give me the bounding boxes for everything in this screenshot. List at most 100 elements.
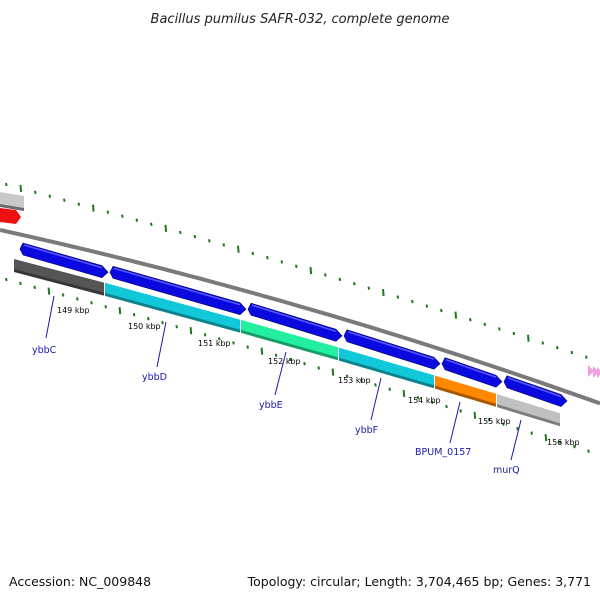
tick-mark <box>179 230 182 235</box>
tick-mark <box>345 374 349 379</box>
tick-mark <box>541 341 545 345</box>
tick-mark <box>459 409 462 413</box>
tick-mark <box>260 347 264 355</box>
forward-gene-arrow <box>109 265 247 316</box>
tick-mark <box>47 287 51 295</box>
tick-mark <box>77 202 81 206</box>
gene-highlight <box>23 244 103 269</box>
gene-highlight <box>347 331 435 360</box>
map-title: Bacillus pumilus SAFR-032, complete geno… <box>151 12 450 27</box>
gene-leader-line <box>274 351 287 396</box>
tick-mark <box>516 426 519 431</box>
cog-color-track <box>14 259 560 427</box>
gene-leader-line <box>510 419 522 461</box>
tick-mark <box>251 251 255 256</box>
genome-summary-text: Topology: circular; Length: 3,704,465 bp… <box>247 574 591 589</box>
cog-bar-shadow <box>105 292 240 333</box>
cog-bar-shadow <box>241 329 338 361</box>
tick-mark <box>280 260 284 264</box>
gene-leader-line <box>449 401 461 444</box>
tick-mark <box>487 418 491 422</box>
tick-mark <box>237 245 240 253</box>
cog-bar-bpum_0157 <box>435 375 496 407</box>
tick-mark <box>530 431 533 435</box>
cog-bar-shadow <box>435 385 496 407</box>
tick-mark <box>374 383 377 387</box>
gene-label-murq[interactable]: murQ <box>493 465 520 476</box>
forward-gene-arrow <box>343 329 441 370</box>
tick-mark <box>469 318 472 322</box>
tick-mark <box>147 316 150 321</box>
tick-mark <box>189 327 193 335</box>
kbp-label: 154 kbp <box>408 396 441 405</box>
pink-arrow-icon <box>588 365 594 377</box>
gene-leader-line <box>45 295 55 339</box>
tick-mark <box>473 411 477 419</box>
pink-arrow-features <box>588 365 600 378</box>
cog-bar-shadow <box>14 269 104 296</box>
pink-arrow-icon <box>597 367 600 378</box>
accession-text: Accession: NC_009848 <box>9 574 151 589</box>
kbp-label: 150 kbp <box>128 322 161 331</box>
tick-mark <box>454 311 458 319</box>
kbp-label: 155 kbp <box>478 417 511 426</box>
gene-leader-line <box>370 377 382 421</box>
tick-mark <box>445 404 448 409</box>
gray-partial-gene <box>0 192 24 208</box>
gene-highlight <box>251 304 337 333</box>
scale-ticks <box>5 182 590 453</box>
tick-mark <box>388 387 391 391</box>
gene-highlight <box>113 267 241 306</box>
tick-mark <box>218 337 221 341</box>
tick-mark <box>411 299 414 304</box>
gene-highlight <box>507 377 562 398</box>
tick-mark <box>203 333 207 337</box>
tick-mark <box>132 312 136 317</box>
tick-mark <box>416 396 420 400</box>
cog-bar-ybbc <box>14 259 104 296</box>
tick-mark <box>498 327 501 331</box>
kbp-label: 149 kbp <box>57 306 90 315</box>
gene-labels: ybbC ybbD ybbE ybbF BPUM_0157 murQ <box>32 345 520 476</box>
kbp-scale-labels: 149 kbp 150 kbp 151 kbp 152 kbp 153 kbp 154 k… <box>57 306 580 447</box>
tick-mark <box>295 264 298 268</box>
tick-mark <box>164 224 168 232</box>
tick-mark <box>570 350 574 355</box>
gene-label-ybbd[interactable]: ybbD <box>142 372 167 383</box>
tick-mark <box>558 440 562 444</box>
partial-features <box>0 192 24 224</box>
red-partial-gene <box>0 208 21 224</box>
gene-label-bpum_0157[interactable]: BPUM_0157 <box>415 447 471 458</box>
tick-mark <box>76 297 79 301</box>
tick-mark <box>246 345 249 349</box>
kbp-label: 152 kbp <box>268 357 301 366</box>
tick-mark <box>135 218 139 222</box>
cog-bar-shadow <box>497 404 560 427</box>
gene-label-ybbf[interactable]: ybbF <box>355 425 378 436</box>
tick-mark <box>61 293 65 297</box>
pink-arrow-icon <box>593 366 599 378</box>
kbp-label: 153 kbp <box>338 376 371 385</box>
forward-gene-arrow <box>503 375 568 407</box>
tick-mark <box>367 286 371 290</box>
tick-mark <box>150 222 153 226</box>
tick-mark <box>331 368 335 376</box>
gene-label-ybbc[interactable]: ybbC <box>32 345 57 356</box>
tick-mark <box>5 182 8 187</box>
gene-label-ybbe[interactable]: ybbE <box>259 400 283 411</box>
tick-mark <box>502 422 505 426</box>
tick-mark <box>317 366 320 370</box>
tick-mark <box>309 266 313 275</box>
gene-highlight <box>445 358 497 378</box>
backbone-track <box>0 228 600 406</box>
tick-mark <box>63 198 66 202</box>
gene-leader-line <box>156 321 167 368</box>
tick-mark <box>33 285 36 289</box>
tick-mark <box>303 361 306 366</box>
tick-mark <box>208 239 211 243</box>
tick-mark <box>19 184 23 193</box>
kbp-label: 156 kbp <box>547 438 580 447</box>
tick-mark <box>324 273 327 277</box>
tick-mark <box>289 357 292 362</box>
